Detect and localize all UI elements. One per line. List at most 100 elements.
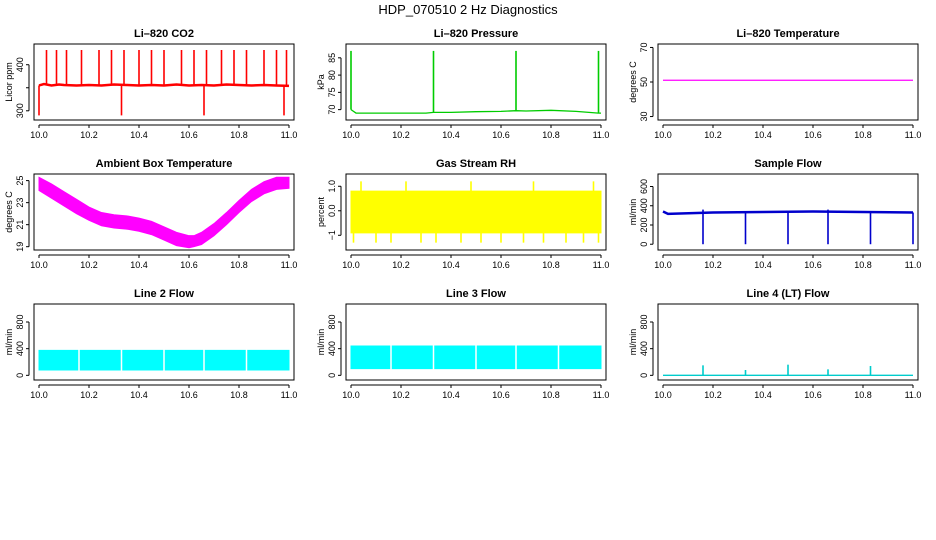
y-axis: 0 400 800	[327, 314, 342, 378]
chart-title: Line 2 Flow	[134, 288, 194, 300]
chart-svg-line3: Line 3 Flow ml/min 10.0 10.2 10.4 10.6 10.8 11.…	[316, 288, 610, 400]
x-tick-label: 10.4	[130, 390, 148, 400]
chart-title: Li–820 Pressure	[434, 28, 518, 40]
y-axis-label: ml/min	[628, 329, 638, 356]
y-tick-label: 25	[15, 176, 25, 186]
y-axis-label: ml/min	[628, 199, 638, 226]
y-axis-label: ml/min	[4, 329, 14, 356]
x-tick-label: 10.6	[804, 130, 822, 140]
x-tick-label: 10.0	[342, 130, 360, 140]
x-tick-label: 10.0	[342, 260, 360, 270]
plot-frame	[657, 303, 919, 381]
x-tick-label: 10.4	[442, 260, 460, 270]
x-tick-label: 10.6	[804, 260, 822, 270]
x-tick-label: 10.6	[180, 130, 198, 140]
series-line	[350, 109, 601, 114]
y-axis-label: Licor ppm	[4, 62, 14, 102]
x-tick-label: 11.0	[593, 260, 610, 270]
x-tick-label: 11.0	[281, 130, 298, 140]
y-axis: 70 75 80 85	[327, 53, 342, 115]
x-tick-label: 10.8	[230, 130, 248, 140]
y-axis-label: ml/min	[316, 329, 326, 356]
x-tick-label: 10.2	[704, 260, 722, 270]
x-tick-label: 10.8	[230, 260, 248, 270]
x-tick-label: 11.0	[281, 390, 298, 400]
x-axis: 10.0 10.2 10.4 10.6 10.8 11.0	[342, 254, 610, 270]
series-line	[662, 210, 914, 216]
plot-area	[350, 181, 602, 243]
x-axis: 10.0 10.2 10.4 10.6 10.8 11.0	[654, 384, 922, 400]
x-tick-label: 10.0	[30, 390, 48, 400]
plot-frame	[657, 173, 919, 251]
y-tick-label: 400	[639, 341, 649, 356]
y-tick-label: 75	[327, 87, 337, 97]
series-band	[350, 190, 602, 234]
plot-frame	[33, 173, 295, 251]
chart-panel-sample-flow: Sample Flow ml/min 10.0 10.2 10.4 10.6 10.8 11.…	[624, 150, 924, 278]
x-tick-label: 10.0	[654, 390, 672, 400]
y-tick-label: 70	[639, 42, 649, 52]
y-tick-label: 400	[327, 341, 337, 356]
x-tick-label: 10.4	[442, 390, 460, 400]
x-tick-label: 10.6	[180, 260, 198, 270]
plot-area	[663, 364, 913, 376]
chart-svg-rh: Gas Stream RH percent 10.0 10.2 10.4 10.6 10.8…	[316, 158, 610, 270]
plot-frame	[33, 303, 295, 381]
plot-area	[662, 209, 914, 245]
x-axis: 10.0 10.2 10.4 10.6 10.8 11.0	[30, 124, 298, 140]
chart-panel-line3: Line 3 Flow ml/min 10.0 10.2 10.4 10.6 10.8 11.…	[312, 280, 612, 408]
plot-area	[38, 176, 290, 249]
chart-title: Ambient Box Temperature	[96, 158, 233, 170]
y-axis-label: percent	[316, 196, 326, 227]
y-tick-label: 50	[639, 77, 649, 87]
y-axis: 0 400 800	[639, 314, 654, 378]
y-axis: 300 400	[15, 57, 30, 118]
x-tick-label: 11.0	[905, 390, 922, 400]
x-tick-label: 10.2	[392, 260, 410, 270]
figure-title: HDP_070510 2 Hz Diagnostics	[378, 2, 558, 17]
y-tick-label: 0	[639, 373, 649, 378]
y-axis-label: degrees C	[4, 191, 14, 233]
plot-frame	[345, 303, 607, 381]
chart-svg-box-temp: Ambient Box Temperature degrees C 10.0 10.2…	[4, 158, 297, 270]
y-tick-label: 400	[15, 57, 25, 72]
chart-title: Line 3 Flow	[446, 288, 506, 300]
x-tick-label: 10.6	[492, 130, 510, 140]
y-tick-label: 400	[15, 341, 25, 356]
x-tick-label: 11.0	[593, 390, 610, 400]
y-tick-label: 30	[639, 112, 649, 122]
x-tick-label: 10.6	[804, 390, 822, 400]
x-tick-label: 10.0	[30, 260, 48, 270]
chart-svg-line2: Line 2 Flow ml/min 10.0 10.2 10.4 10.6 10.8 11.…	[4, 288, 298, 400]
x-tick-label: 10.0	[342, 390, 360, 400]
chart-title: Gas Stream RH	[436, 158, 516, 170]
plot-area	[38, 49, 290, 116]
x-axis: 10.0 10.2 10.4 10.6 10.8 11.0	[342, 124, 610, 140]
y-axis: 0 200 400 600	[639, 179, 654, 247]
chart-title: Li–820 Temperature	[736, 28, 839, 40]
x-tick-label: 10.2	[704, 130, 722, 140]
x-tick-label: 10.6	[492, 390, 510, 400]
y-tick-label: 85	[327, 53, 337, 63]
y-tick-label: −1	[327, 230, 337, 240]
y-tick-label: 300	[15, 103, 25, 118]
y-axis-label: degrees C	[628, 61, 638, 103]
x-tick-label: 10.2	[392, 390, 410, 400]
y-axis: −1 0.0 1.0	[327, 180, 342, 240]
x-tick-label: 10.4	[754, 390, 772, 400]
x-tick-label: 10.8	[542, 390, 560, 400]
x-tick-label: 10.6	[492, 260, 510, 270]
y-axis: 19 21 23 25	[15, 176, 30, 252]
chart-svg-pressure: Li–820 Pressure kPa 10.0 10.2 10.4 10.6 10.8 11…	[316, 28, 610, 140]
x-tick-label: 11.0	[593, 130, 610, 140]
y-axis: 30 50 70	[639, 42, 654, 122]
x-tick-label: 10.2	[80, 390, 98, 400]
chart-panel-co2: Li–820 CO2 Licor ppm 10.0 10.2 10.4 10.6 10.8 1…	[0, 20, 300, 148]
y-tick-label: 70	[327, 105, 337, 115]
y-tick-label: 80	[327, 70, 337, 80]
x-tick-label: 10.4	[130, 130, 148, 140]
y-tick-label: 0.0	[327, 205, 337, 218]
x-axis: 10.0 10.2 10.4 10.6 10.8 11.0	[654, 124, 921, 140]
plot-frame	[345, 43, 607, 121]
